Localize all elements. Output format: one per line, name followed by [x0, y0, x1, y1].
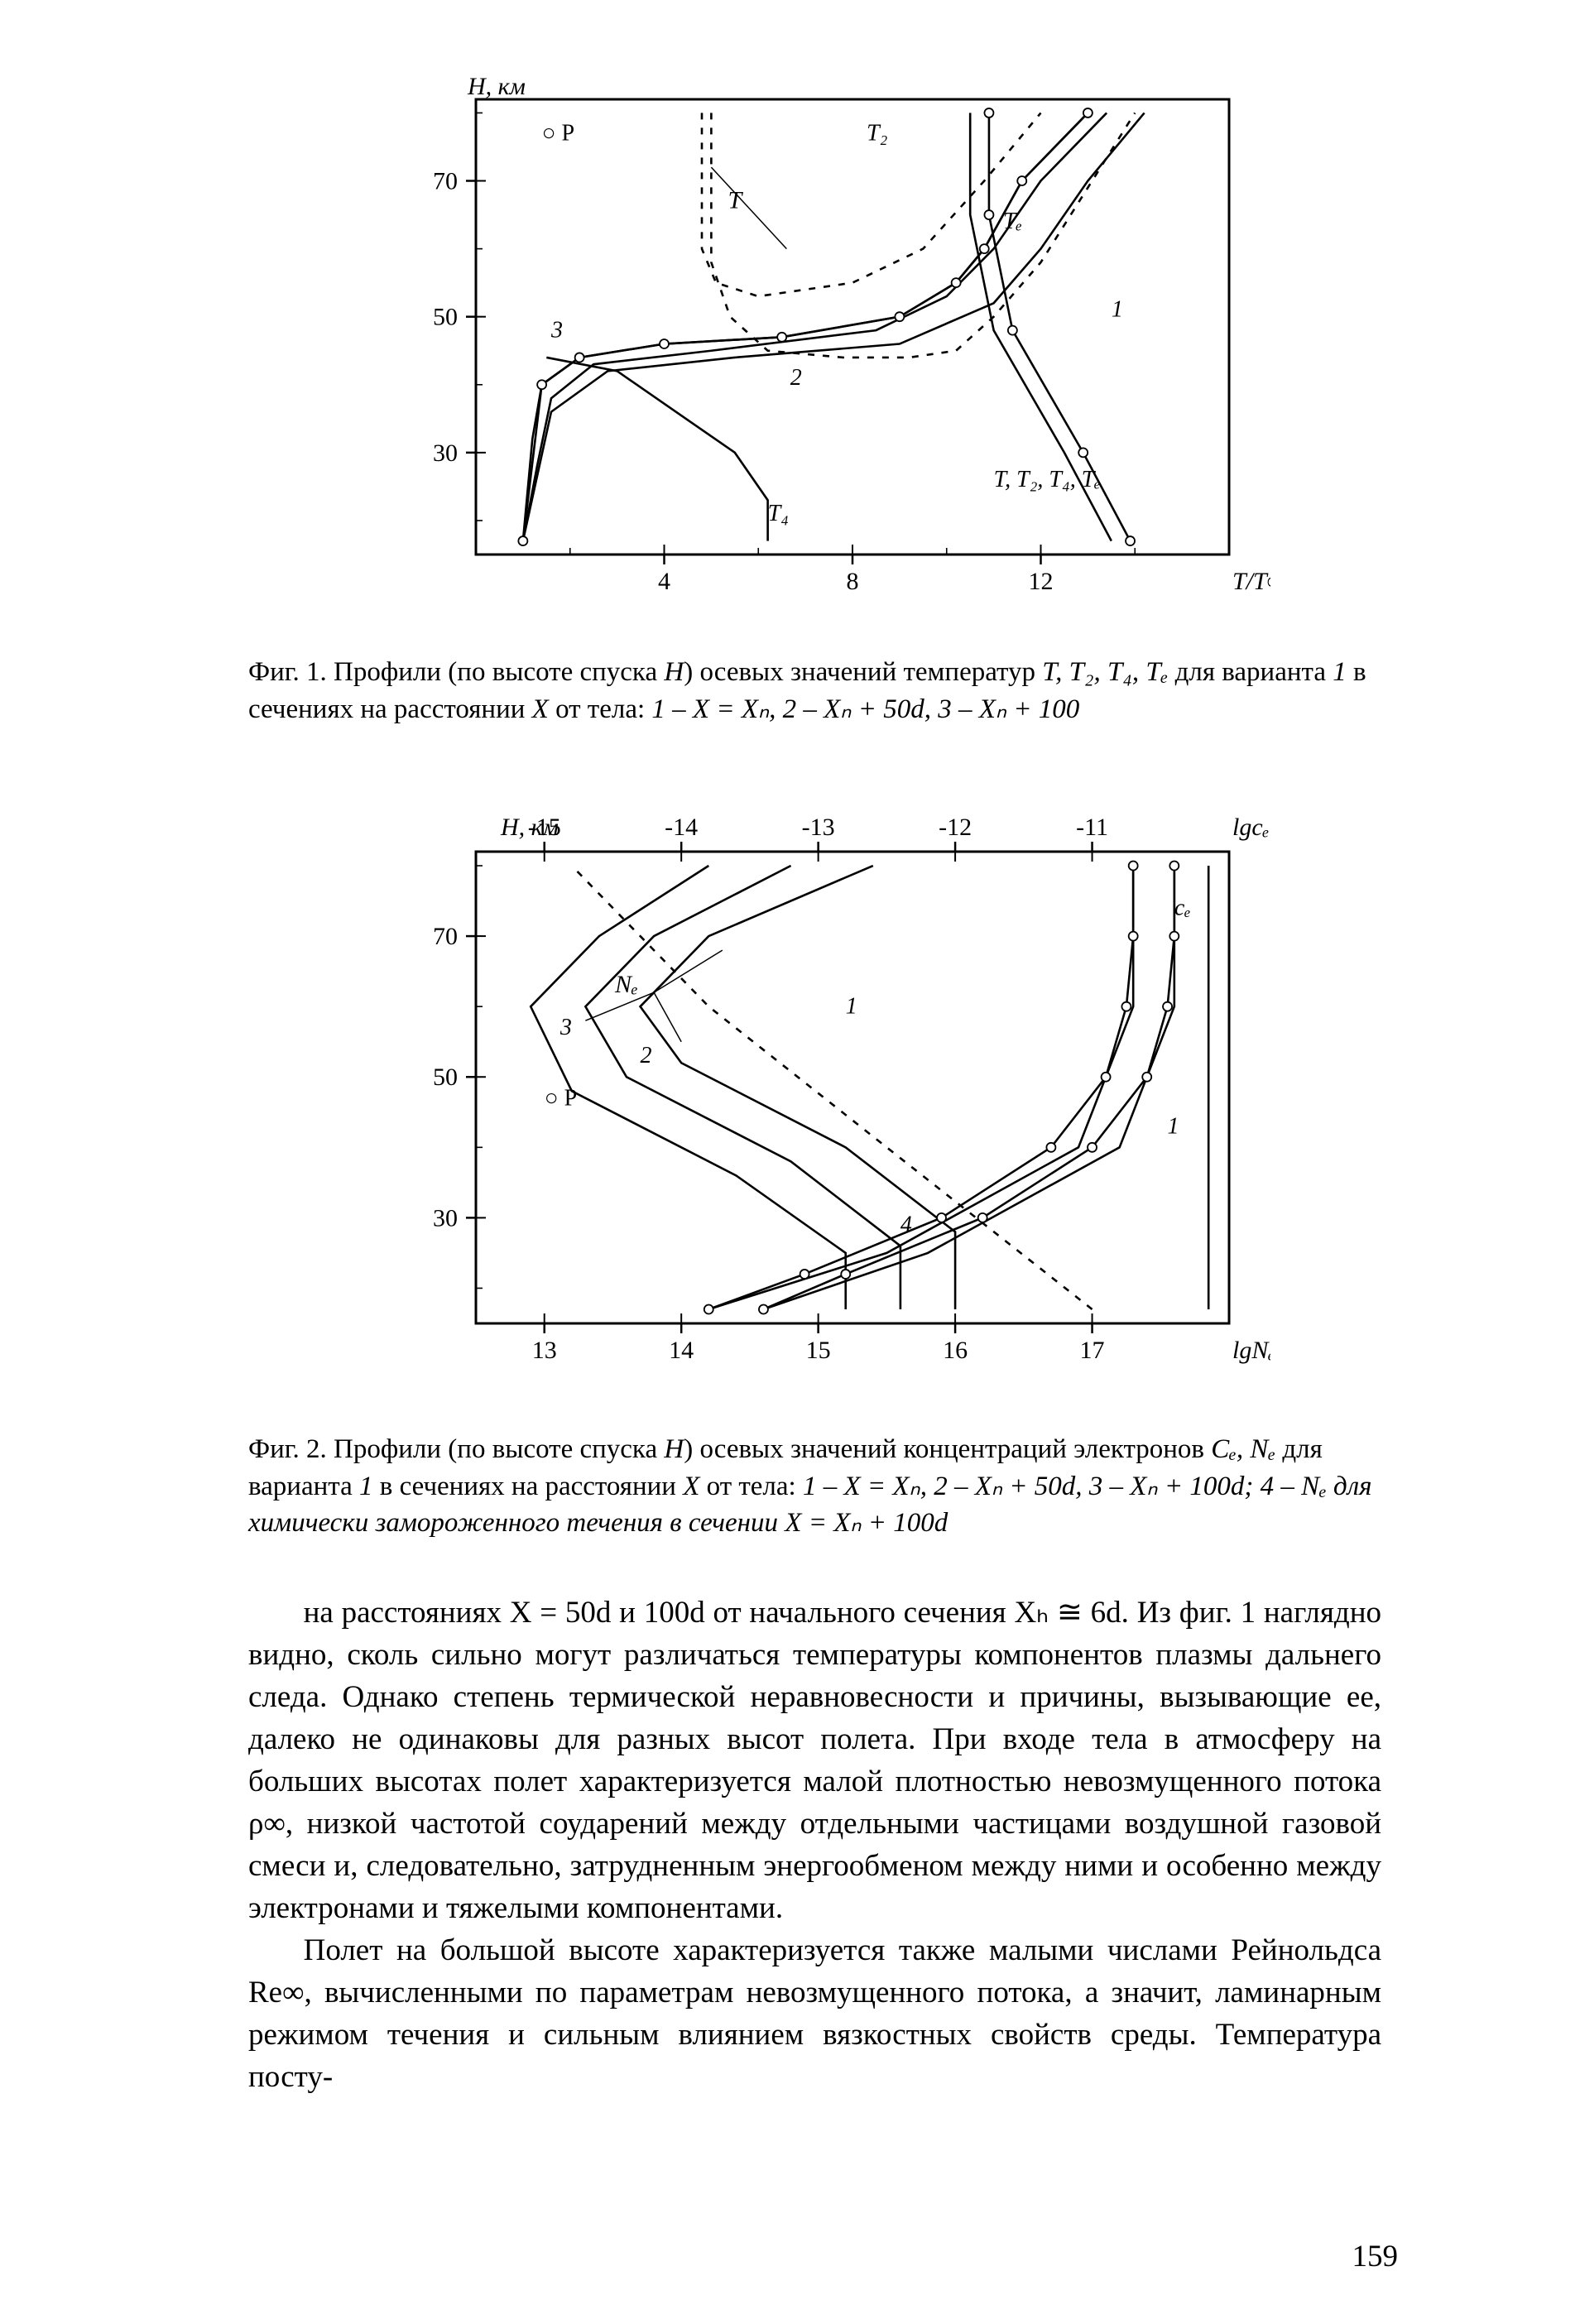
cap1-sym: T, T₂, T₄, Tₑ [1042, 657, 1168, 687]
svg-text:4: 4 [658, 568, 670, 595]
svg-text:H, км: H, км [467, 73, 526, 100]
paragraph-2: Полет на большой высоте характеризуется … [248, 1929, 1381, 2098]
svg-text:Nₑ: Nₑ [614, 971, 638, 998]
svg-text:cₑ: cₑ [1174, 896, 1190, 921]
svg-text:T, T₂, T₄, Tₑ: T, T₂, T₄, Tₑ [993, 467, 1100, 492]
svg-text:-11: -11 [1076, 814, 1108, 841]
figure-1-svg: 3050704812H, кмT/T∞○ PTT₂Tₑ123T₄T, T₂, T… [360, 66, 1270, 629]
cap2-h: H [664, 1434, 684, 1464]
svg-text:H, км: H, км [500, 814, 559, 841]
svg-text:4: 4 [900, 1212, 911, 1237]
cap2-m1: ) осевых значений концентраций электроно… [684, 1434, 1211, 1464]
figure-2: 3050701314151617-15-14-13-12-11H, кмlgcₑ… [182, 777, 1448, 1406]
cap2-var: 1 [359, 1472, 373, 1501]
svg-text:-13: -13 [801, 814, 834, 841]
svg-text:-12: -12 [939, 814, 972, 841]
page: 3050704812H, кмT/T∞○ PTT₂Tₑ123T₄T, T₂, T… [0, 0, 1580, 2324]
svg-text:3: 3 [559, 1015, 571, 1040]
svg-text:2: 2 [790, 365, 801, 391]
svg-text:17: 17 [1079, 1337, 1104, 1364]
svg-text:Tₑ: Tₑ [1003, 209, 1022, 234]
svg-text:13: 13 [531, 1337, 556, 1364]
cap2-prefix: Фиг. 2. Профили (по высоте спуска [248, 1434, 664, 1464]
svg-text:T/T∞: T/T∞ [1232, 568, 1270, 595]
figure-1-caption: Фиг. 1. Профили (по высоте спуска H) осе… [248, 654, 1381, 727]
svg-text:T₂: T₂ [867, 120, 888, 146]
cap2-x: X [683, 1472, 699, 1501]
svg-text:30: 30 [433, 1204, 458, 1232]
page-number: 159 [1352, 2239, 1399, 2274]
svg-text:1: 1 [845, 994, 857, 1020]
cap1-m1: ) осевых значений температур [684, 657, 1042, 687]
svg-text:8: 8 [846, 568, 858, 595]
svg-text:70: 70 [433, 168, 458, 195]
svg-text:16: 16 [943, 1337, 968, 1364]
caption1-text: Фиг. 1. Профили (по высоте спуска H) осе… [248, 657, 1366, 724]
svg-text:lgNₑ: lgNₑ [1232, 1337, 1270, 1364]
svg-text:50: 50 [433, 1064, 458, 1091]
svg-text:T₄: T₄ [767, 501, 788, 526]
cap1-h: H [664, 657, 684, 687]
cap2-m4: от тела: [699, 1472, 803, 1501]
cap1-prefix: Фиг. 1. Профили (по высоте спуска [248, 657, 664, 687]
svg-text:-14: -14 [665, 814, 698, 841]
figure-1: 3050704812H, кмT/T∞○ PTT₂Tₑ123T₄T, T₂, T… [182, 66, 1448, 629]
cap1-items: 1 – X = Xₙ, 2 – Xₙ + 50d, 3 – Xₙ + 100 [651, 694, 1079, 724]
svg-text:lgcₑ: lgcₑ [1232, 814, 1270, 841]
cap1-m2: для варианта [1168, 657, 1333, 687]
svg-text:○ P: ○ P [544, 1085, 576, 1111]
cap1-m4: от тела: [549, 694, 652, 724]
cap2-sym: Cₑ, Nₑ [1211, 1434, 1275, 1464]
svg-text:30: 30 [433, 439, 458, 467]
body-text: на расстояниях X = 50d и 100d от начальн… [248, 1592, 1381, 2099]
svg-text:1: 1 [1167, 1113, 1179, 1139]
svg-text:70: 70 [433, 923, 458, 950]
cap1-x: X [532, 694, 549, 724]
svg-text:○ P: ○ P [541, 120, 574, 146]
paragraph-1: на расстояниях X = 50d и 100d от начальн… [248, 1592, 1381, 1929]
cap2-m3: в сечениях на расстоянии [372, 1472, 683, 1501]
figure-2-caption: Фиг. 2. Профили (по высоте спуска H) осе… [248, 1431, 1381, 1542]
svg-text:2: 2 [640, 1043, 651, 1068]
caption2-text: Фиг. 2. Профили (по высоте спуска H) осе… [248, 1434, 1371, 1538]
svg-text:12: 12 [1028, 568, 1053, 595]
svg-text:14: 14 [669, 1337, 694, 1364]
svg-text:50: 50 [433, 304, 458, 331]
svg-text:3: 3 [550, 317, 563, 343]
svg-text:15: 15 [805, 1337, 830, 1364]
figure-2-svg: 3050701314151617-15-14-13-12-11H, кмlgcₑ… [360, 777, 1270, 1406]
svg-text:1: 1 [1111, 297, 1122, 323]
cap1-var: 1 [1333, 657, 1347, 687]
